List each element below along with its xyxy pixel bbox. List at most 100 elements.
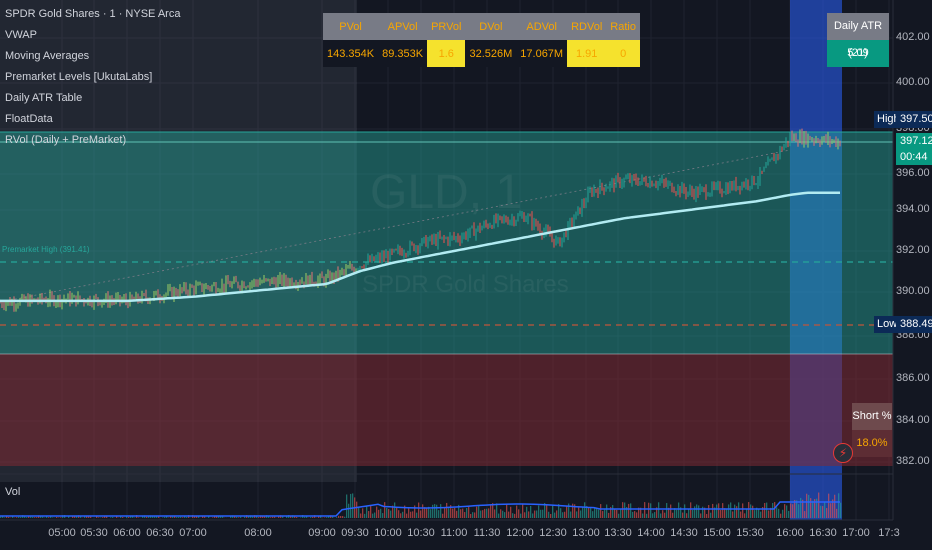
volume-bar xyxy=(360,513,362,518)
rvol-header-prvol: PRVol xyxy=(427,13,466,40)
volume-bar xyxy=(42,516,44,518)
volume-bar xyxy=(400,513,402,518)
volume-bar xyxy=(318,515,320,518)
legend-floatdata[interactable]: FloatData xyxy=(5,113,53,125)
volume-bar xyxy=(198,516,200,518)
volume-bar xyxy=(116,515,118,518)
volume-bar xyxy=(158,515,160,518)
price-tick-label: 382.00 xyxy=(896,455,930,467)
legend-premarket-levels[interactable]: Premarket Levels [UkutaLabs] xyxy=(5,71,153,83)
price-tick-label: 392.00 xyxy=(896,244,930,256)
time-tick-label: 16:30 xyxy=(809,527,837,539)
volume-bar xyxy=(180,516,182,518)
volume-bar xyxy=(686,513,688,518)
volume-bar xyxy=(152,516,154,518)
volume-bar xyxy=(258,517,260,518)
low-label-tag: Low xyxy=(874,316,901,333)
legend-moving-averages[interactable]: Moving Averages xyxy=(5,50,90,62)
volume-bar xyxy=(86,516,88,518)
volume-bar xyxy=(718,503,720,518)
time-tick-label: 15:00 xyxy=(703,527,731,539)
volume-bar xyxy=(142,516,144,518)
volume-bar xyxy=(336,517,338,518)
volume-bar xyxy=(712,503,714,518)
volume-bar xyxy=(196,516,198,518)
volume-bar xyxy=(402,511,404,518)
volume-bar xyxy=(426,507,428,518)
volume-bar xyxy=(656,507,658,518)
legend-rvol[interactable]: RVol (Daily + PreMarket) xyxy=(5,134,127,146)
volume-bar xyxy=(414,505,416,518)
volume-bar xyxy=(398,510,400,518)
volume-bar xyxy=(810,498,812,518)
volume-bar xyxy=(382,513,384,518)
volume-bar xyxy=(444,507,446,518)
high-low-range-zone xyxy=(0,132,893,354)
volume-bar xyxy=(56,516,58,518)
volume-bar xyxy=(658,502,660,518)
lightning-icon[interactable]: ⚡ xyxy=(833,443,853,463)
rvol-value-pvol: 143.354K xyxy=(323,40,379,67)
volume-bar xyxy=(406,513,408,518)
volume-bar xyxy=(678,502,680,518)
volume-bar xyxy=(738,502,740,518)
volume-bar xyxy=(616,509,618,518)
volume-bar xyxy=(30,516,32,518)
volume-bar xyxy=(110,517,112,518)
volume-bar xyxy=(122,517,124,518)
volume-bar xyxy=(440,504,442,518)
volume-bar xyxy=(18,516,20,518)
volume-bar xyxy=(508,511,510,518)
volume-bar xyxy=(372,513,374,518)
time-tick-label: 08:00 xyxy=(244,527,272,539)
volume-bar xyxy=(574,504,576,518)
time-tick-label: 10:30 xyxy=(407,527,435,539)
volume-bar xyxy=(540,509,542,518)
volume-bar xyxy=(808,494,810,518)
volume-bar xyxy=(554,512,556,518)
volume-bar xyxy=(460,509,462,518)
volume-bar xyxy=(270,517,272,518)
legend-daily-atr-table[interactable]: Daily ATR Table xyxy=(5,92,83,104)
volume-bar xyxy=(98,517,100,518)
vwap-line xyxy=(0,191,840,303)
symbol-title[interactable]: SPDR Gold Shares · 1 · NYSE Arca xyxy=(5,8,181,20)
volume-bar xyxy=(376,506,378,518)
volume-bar xyxy=(610,507,612,518)
volume-bar xyxy=(612,505,614,518)
volume-bar xyxy=(834,494,836,518)
volume-bar xyxy=(724,508,726,518)
volume-bar xyxy=(466,507,468,518)
volume-bar xyxy=(356,501,358,518)
trend-projection-line xyxy=(0,149,791,303)
volume-bar xyxy=(74,515,76,518)
legend-vwap[interactable]: VWAP xyxy=(5,29,37,41)
volume-bar xyxy=(688,508,690,518)
volume-bar xyxy=(514,513,516,518)
volume-bar xyxy=(666,503,668,518)
volume-bar xyxy=(838,493,840,518)
volume-bar xyxy=(594,507,596,518)
volume-bar xyxy=(212,517,214,518)
volume-bar xyxy=(342,516,344,518)
volume-bar xyxy=(670,504,672,518)
volume-bar xyxy=(394,502,396,518)
volume-bar xyxy=(88,515,90,518)
volume-bar xyxy=(646,513,648,518)
volume-ma-line xyxy=(0,501,840,517)
volume-bar xyxy=(8,516,10,518)
atr-value: 5.09 xyxy=(827,40,889,67)
volume-bar xyxy=(794,500,796,518)
volume-bar xyxy=(244,516,246,518)
volume-bar xyxy=(436,504,438,518)
volume-bar xyxy=(600,504,602,518)
volume-bar xyxy=(72,515,74,518)
volume-bar xyxy=(674,508,676,518)
volume-bars xyxy=(0,492,842,518)
volume-bar xyxy=(634,511,636,518)
volume-bar xyxy=(534,510,536,518)
volume-bar xyxy=(156,516,158,518)
volume-bar xyxy=(148,515,150,518)
volume-pane-label[interactable]: Vol xyxy=(5,486,21,498)
